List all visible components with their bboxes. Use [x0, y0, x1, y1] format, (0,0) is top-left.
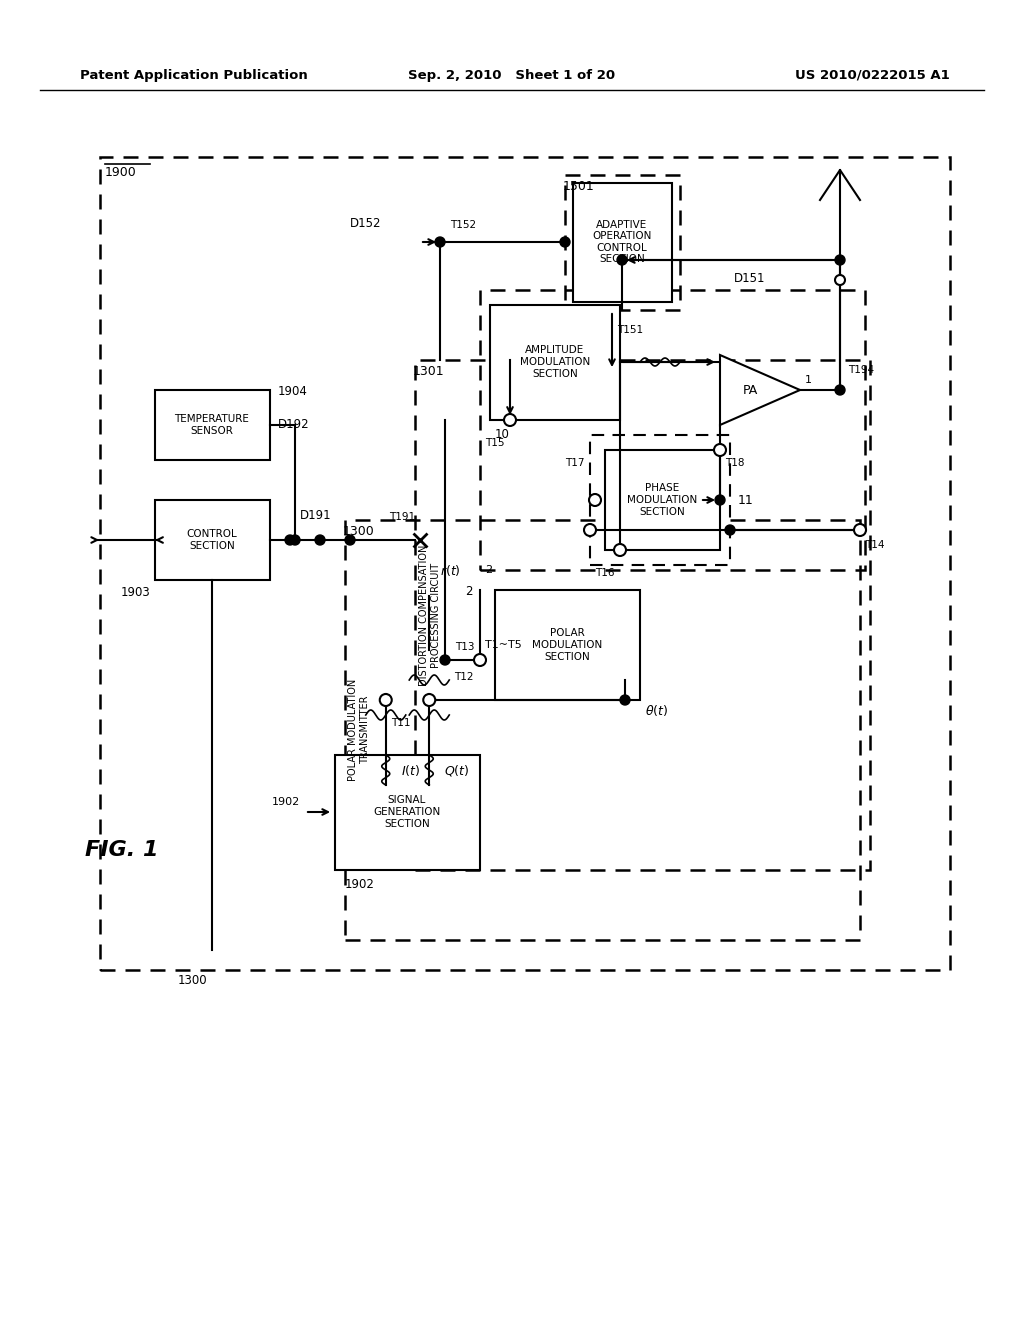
Text: TEMPERATURE
SENSOR: TEMPERATURE SENSOR [174, 414, 250, 436]
Text: D152: D152 [350, 216, 382, 230]
Text: T16: T16 [596, 568, 615, 578]
Bar [335, 755, 480, 870]
Text: T18: T18 [725, 458, 744, 469]
Text: 1301: 1301 [413, 366, 444, 378]
Text: 2: 2 [485, 565, 493, 576]
Text: T13: T13 [456, 642, 475, 652]
Text: T191: T191 [389, 512, 415, 521]
Text: T1~T5: T1~T5 [485, 640, 522, 649]
Circle shape [345, 535, 355, 545]
Text: D192: D192 [278, 418, 309, 432]
Bar [415, 360, 870, 870]
Circle shape [835, 275, 845, 285]
Circle shape [835, 385, 845, 395]
Text: 1501: 1501 [563, 180, 595, 193]
Circle shape [423, 694, 435, 706]
Circle shape [474, 653, 486, 667]
Text: AMPLITUDE
MODULATION
SECTION: AMPLITUDE MODULATION SECTION [520, 346, 590, 379]
Text: 1900: 1900 [105, 165, 137, 178]
Text: 1300: 1300 [177, 974, 207, 986]
Text: DISTORTION COMPENSATION
PROCESSING CIRCUIT: DISTORTION COMPENSATION PROCESSING CIRCU… [419, 544, 440, 685]
Text: T151: T151 [617, 325, 643, 335]
Bar [605, 450, 720, 550]
Text: D191: D191 [300, 510, 332, 521]
Bar [480, 290, 865, 570]
Text: PA: PA [742, 384, 758, 396]
Text: 1904: 1904 [278, 385, 308, 399]
Text: $\theta(t)$: $\theta(t)$ [645, 702, 669, 718]
Circle shape [315, 535, 325, 545]
Circle shape [589, 494, 601, 506]
Circle shape [285, 535, 295, 545]
Text: POLAR MODULATION
TRANSMITTER: POLAR MODULATION TRANSMITTER [348, 678, 370, 781]
Text: T152: T152 [450, 220, 476, 230]
Text: 1902: 1902 [271, 797, 300, 807]
Circle shape [614, 544, 626, 556]
Text: Patent Application Publication: Patent Application Publication [80, 69, 308, 82]
Text: $r(t)$: $r(t)$ [439, 562, 461, 578]
Circle shape [854, 524, 866, 536]
Text: 1902: 1902 [345, 879, 375, 891]
Text: T194: T194 [848, 366, 874, 375]
Text: FIG. 1: FIG. 1 [85, 840, 159, 861]
Polygon shape [720, 355, 800, 425]
Text: 11: 11 [738, 494, 754, 507]
Text: US 2010/0222015 A1: US 2010/0222015 A1 [796, 69, 950, 82]
Circle shape [714, 444, 726, 455]
Text: Sep. 2, 2010   Sheet 1 of 20: Sep. 2, 2010 Sheet 1 of 20 [409, 69, 615, 82]
Text: T12: T12 [455, 672, 474, 682]
Bar [565, 176, 680, 310]
Circle shape [725, 525, 735, 535]
Circle shape [435, 238, 445, 247]
Text: T11: T11 [391, 718, 411, 729]
Text: 1300: 1300 [343, 525, 375, 539]
Bar [155, 389, 270, 459]
Text: T17: T17 [565, 458, 585, 469]
Bar [345, 520, 860, 940]
Text: CONTROL
SECTION: CONTROL SECTION [186, 529, 238, 550]
Circle shape [715, 495, 725, 506]
Circle shape [380, 694, 392, 706]
Text: $I(t)$: $I(t)$ [400, 763, 420, 777]
Circle shape [584, 524, 596, 536]
Circle shape [440, 655, 450, 665]
Bar [590, 436, 730, 565]
Circle shape [620, 696, 630, 705]
Text: T15: T15 [485, 438, 505, 447]
Circle shape [560, 238, 570, 247]
Text: SIGNAL
GENERATION
SECTION: SIGNAL GENERATION SECTION [374, 796, 440, 829]
Bar [573, 183, 672, 302]
Circle shape [617, 255, 627, 265]
Text: 10: 10 [495, 429, 510, 441]
Text: T14: T14 [865, 540, 885, 550]
Text: $Q(t)$: $Q(t)$ [444, 763, 470, 777]
Circle shape [835, 255, 845, 265]
Text: D151: D151 [734, 272, 766, 285]
Text: ADAPTIVE
OPERATION
CONTROL
SECTION: ADAPTIVE OPERATION CONTROL SECTION [592, 219, 651, 264]
Text: POLAR
MODULATION
SECTION: POLAR MODULATION SECTION [531, 628, 602, 661]
Bar [495, 590, 640, 700]
Bar [490, 305, 620, 420]
Text: 1903: 1903 [120, 586, 150, 598]
Text: 2: 2 [465, 585, 472, 598]
Text: PHASE
MODULATION
SECTION: PHASE MODULATION SECTION [627, 483, 697, 516]
Circle shape [290, 535, 300, 545]
Text: 1: 1 [805, 375, 812, 385]
Circle shape [504, 414, 516, 426]
Bar [100, 157, 950, 970]
Bar [155, 500, 270, 579]
